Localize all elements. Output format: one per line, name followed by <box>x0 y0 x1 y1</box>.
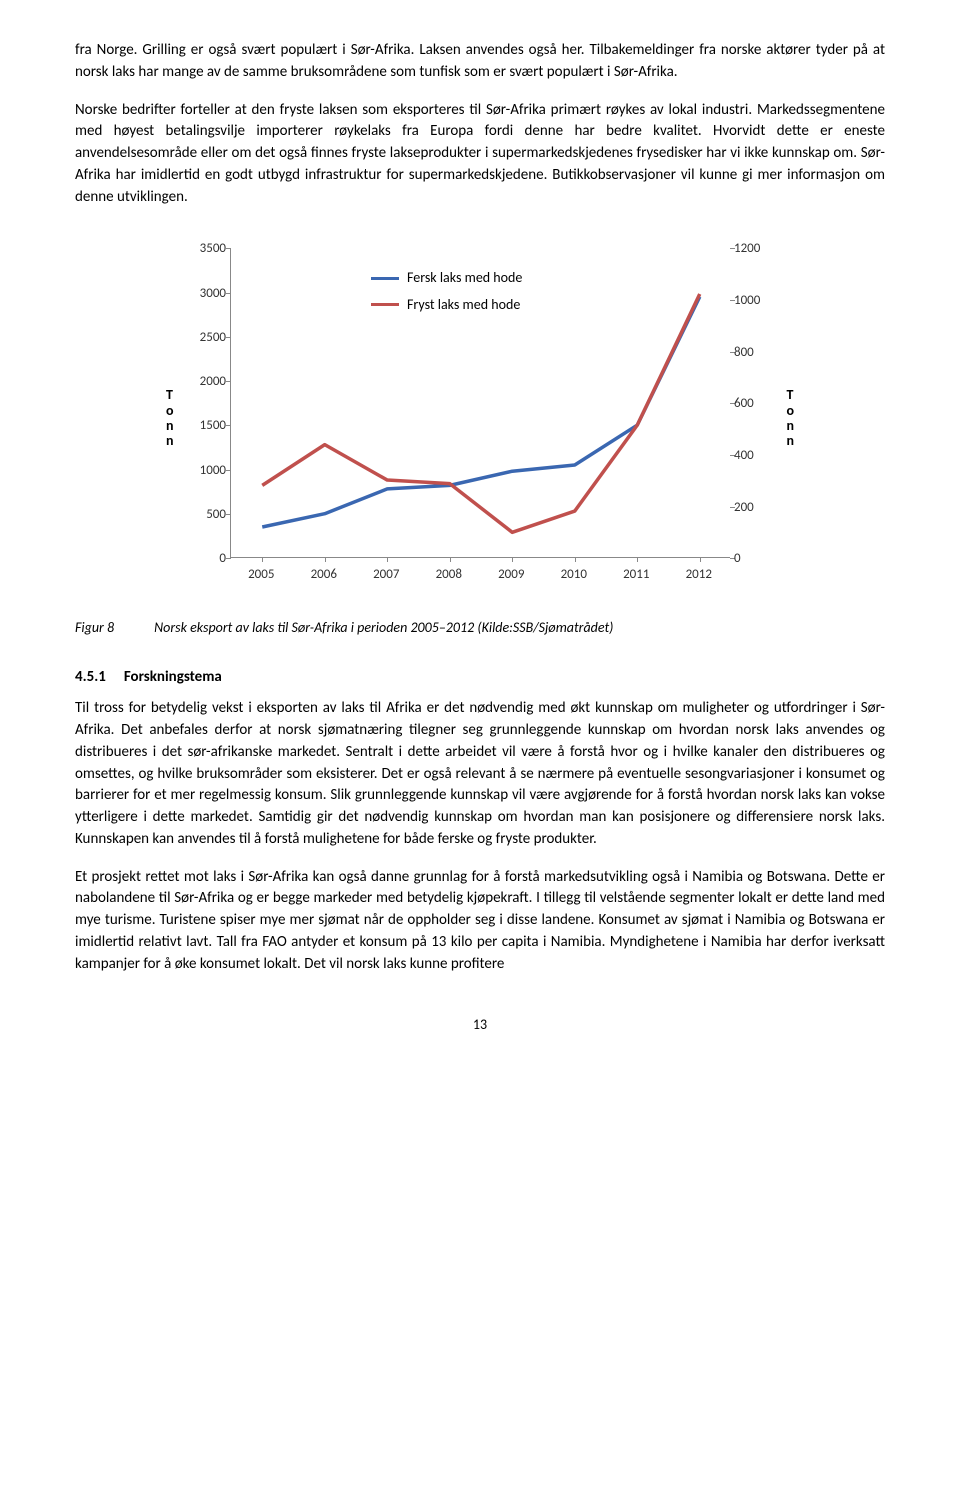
figure-label: Figur 8 <box>75 618 114 638</box>
body-paragraph: fra Norge. Grilling er også svært populæ… <box>75 40 885 84</box>
section-title: Forskningstema <box>124 668 222 686</box>
figure-caption: Figur 8 Norsk eksport av laks til Sør-Af… <box>75 618 885 638</box>
x-tick-label: 2012 <box>686 566 712 585</box>
y-tick-label-right: 0 <box>734 550 772 569</box>
y-tick-label-left: 2000 <box>188 373 226 392</box>
y-tick-label-right: 800 <box>734 344 772 363</box>
figure-caption-text: Norsk eksport av laks til Sør-Afrika i p… <box>154 618 885 638</box>
y-axis-title-right: Tonn <box>786 387 794 449</box>
x-tick-label: 2006 <box>311 566 337 585</box>
x-tick-label: 2009 <box>498 566 524 585</box>
y-tick-label-right: 400 <box>734 447 772 466</box>
y-tick-label-left: 2500 <box>188 329 226 348</box>
chart-lines <box>231 248 730 557</box>
x-tick-label: 2005 <box>248 566 274 585</box>
series-line <box>262 297 700 527</box>
body-paragraph: Et prosjekt rettet mot laks i Sør-Afrika… <box>75 867 885 976</box>
y-tick-label-right: 600 <box>734 395 772 414</box>
body-paragraph: Til tross for betydelig vekst i eksporte… <box>75 698 885 850</box>
y-tick-label-left: 1000 <box>188 462 226 481</box>
section-heading: 4.5.1 Forskningstema <box>75 667 885 689</box>
y-tick-label-left: 3000 <box>188 285 226 304</box>
x-tick-label: 2010 <box>561 566 587 585</box>
section-number: 4.5.1 <box>75 668 106 686</box>
y-tick-label-right: 200 <box>734 499 772 518</box>
line-chart: Tonn Fersk laks med hodeFryst laks med h… <box>160 238 800 598</box>
x-tick-label: 2011 <box>623 566 649 585</box>
plot-area: Fersk laks med hodeFryst laks med hode <box>230 248 730 558</box>
x-tick-label: 2007 <box>373 566 399 585</box>
y-axis-title-left: Tonn <box>166 387 174 449</box>
page-number: 13 <box>75 1015 885 1035</box>
y-tick-label-left: 500 <box>188 506 226 525</box>
y-tick-label-left: 3500 <box>188 240 226 259</box>
series-line <box>262 294 700 532</box>
y-tick-label-left: 0 <box>188 550 226 569</box>
x-tick-label: 2008 <box>436 566 462 585</box>
y-tick-label-right: 1200 <box>734 240 772 259</box>
y-tick-label-right: 1000 <box>734 292 772 311</box>
body-paragraph: Norske bedrifter forteller at den fryste… <box>75 100 885 209</box>
chart-container: Tonn Fersk laks med hodeFryst laks med h… <box>160 238 800 598</box>
y-tick-label-left: 1500 <box>188 417 226 436</box>
